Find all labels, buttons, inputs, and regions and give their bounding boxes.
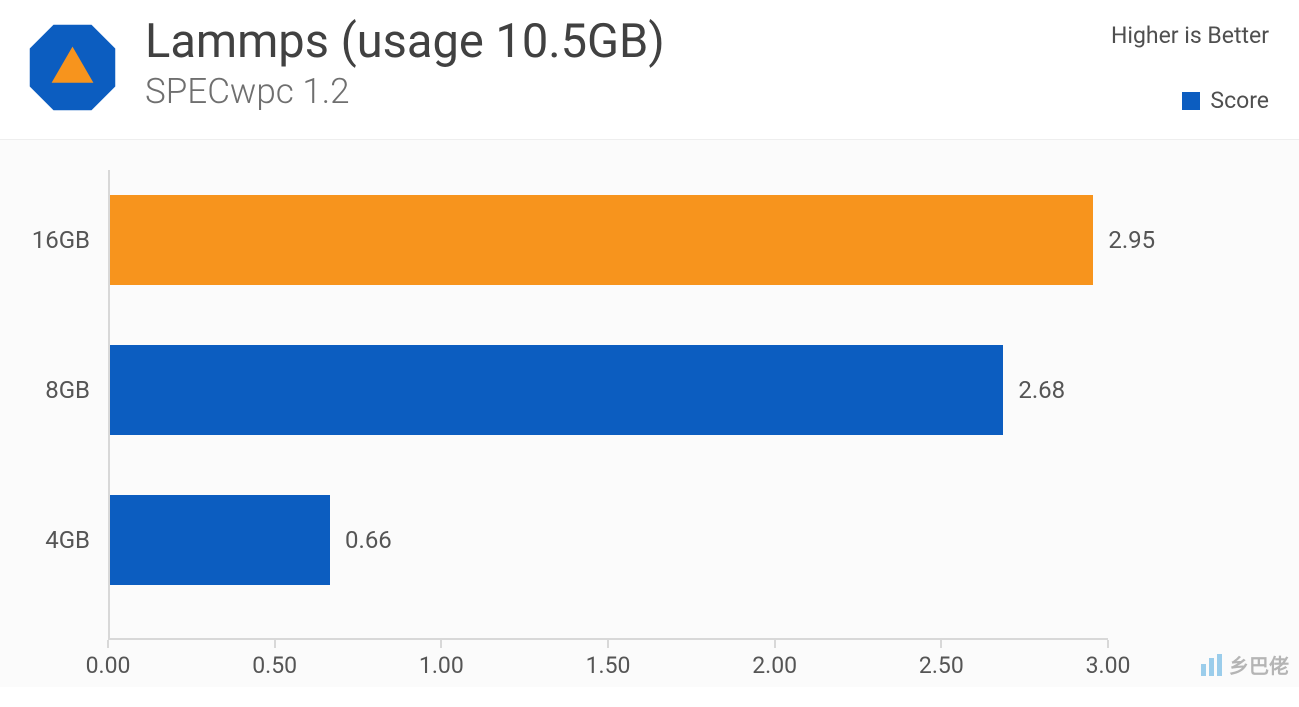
category-label: 16GB: [10, 226, 90, 254]
x-tick-mark: [774, 640, 776, 648]
category-label: 8GB: [10, 376, 90, 404]
legend-swatch-icon: [1182, 92, 1200, 110]
legend-label: Score: [1210, 87, 1269, 114]
x-tick-label: 3.00: [1086, 652, 1131, 679]
x-tick-label: 2.50: [919, 652, 964, 679]
x-tick-label: 0.50: [252, 652, 297, 679]
chart-plot: 2.9516GB2.688GB0.664GB0.000.501.001.502.…: [108, 170, 1108, 640]
watermark-bars-icon: [1199, 654, 1227, 676]
bar-value-label: 2.68: [1018, 376, 1065, 404]
chart-subtitle: SPECwpc 1.2: [145, 71, 1274, 112]
bar: 0.664GB: [110, 495, 330, 585]
x-tick-label: 1.00: [419, 652, 464, 679]
watermark-text: 乡巴佬: [1229, 650, 1289, 679]
x-tick-mark: [107, 640, 109, 648]
chart-legend: Score: [1111, 87, 1269, 114]
x-tick-label: 1.50: [586, 652, 631, 679]
chart-title: Lammps (usage 10.5GB): [145, 15, 1274, 69]
category-label: 4GB: [10, 526, 90, 554]
watermark: 乡巴佬: [1199, 650, 1289, 679]
x-tick-label: 0.00: [86, 652, 131, 679]
chart-header: Lammps (usage 10.5GB) SPECwpc 1.2 Higher…: [0, 0, 1299, 139]
chart-area: 2.9516GB2.688GB0.664GB0.000.501.001.502.…: [0, 139, 1299, 687]
x-tick-mark: [274, 640, 276, 648]
x-tick-mark: [440, 640, 442, 648]
x-tick-mark: [1107, 640, 1109, 648]
x-tick-mark: [940, 640, 942, 648]
bar-value-label: 0.66: [345, 526, 392, 554]
x-tick-label: 2.00: [752, 652, 797, 679]
chart-hint: Higher is Better: [1111, 22, 1269, 49]
bar: 2.688GB: [110, 345, 1003, 435]
x-tick-mark: [607, 640, 609, 648]
benchmark-logo-icon: [25, 20, 120, 119]
bar: 2.9516GB: [110, 195, 1093, 285]
bar-value-label: 2.95: [1108, 226, 1155, 254]
